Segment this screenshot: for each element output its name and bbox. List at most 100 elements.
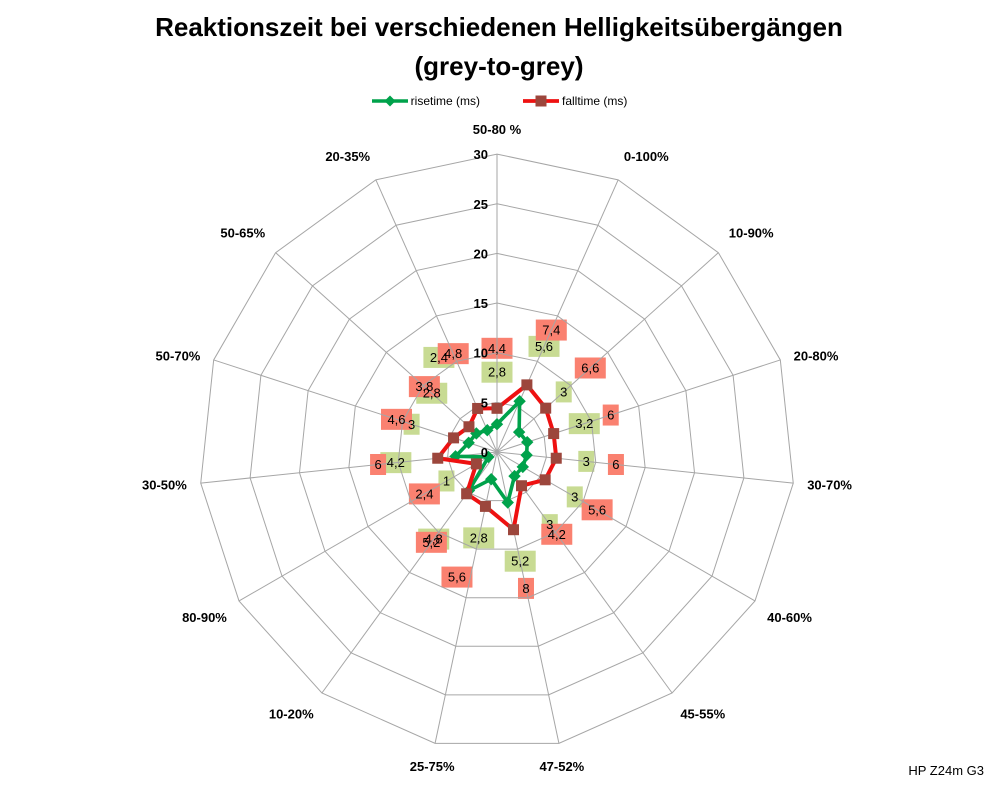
- legend-item-falltime: falltime (ms): [522, 94, 627, 108]
- falltime-line: [435, 382, 559, 532]
- falltime-marker: [516, 480, 528, 492]
- grid-spoke: [275, 252, 498, 453]
- data-label-risetime: 5,2: [511, 554, 529, 569]
- falltime-marker: [539, 474, 551, 486]
- grid-ring: [298, 252, 696, 647]
- risetime-line: [453, 399, 530, 505]
- chart-title: Reaktionszeit bei verschiedenen Helligke…: [0, 8, 998, 86]
- category-label-11: 30-50%: [142, 478, 187, 493]
- legend-label-falltime: falltime (ms): [561, 94, 628, 108]
- data-label-box-falltime: [441, 566, 473, 588]
- category-label-5: 40-60%: [767, 610, 812, 625]
- axis-tick-label: 10: [474, 346, 488, 361]
- category-label-14: 20-35%: [325, 149, 370, 164]
- risetime-marker: [508, 469, 521, 483]
- falltime-marker: [508, 524, 520, 536]
- falltime-marker: [548, 428, 560, 440]
- category-label-7: 47-52%: [539, 759, 584, 774]
- grid-ring: [200, 153, 794, 744]
- falltime-marker: [470, 458, 482, 470]
- data-label-risetime: 2,4: [430, 350, 448, 365]
- grid-ring: [249, 203, 745, 696]
- data-label-falltime: 4,2: [548, 527, 566, 542]
- axis-tick-label: 15: [474, 296, 488, 311]
- falltime-marker: [432, 452, 444, 464]
- grid-spoke: [496, 359, 781, 453]
- falltime-marker: [550, 452, 562, 464]
- data-label-falltime: 6,6: [581, 360, 599, 375]
- axis-tick-label: 5: [481, 395, 488, 410]
- falltime-legend-marker-icon: [522, 95, 559, 107]
- grid-spoke: [434, 451, 498, 744]
- category-label-3: 20-80%: [794, 349, 839, 364]
- falltime-marker: [491, 402, 503, 414]
- risetime-marker: [512, 425, 526, 439]
- legend-item-risetime: risetime (ms): [371, 94, 480, 108]
- risetime-marker: [501, 496, 514, 509]
- chart-title-line1: Reaktionszeit bei verschiedenen Helligke…: [155, 12, 843, 42]
- category-label-8: 25-75%: [410, 759, 455, 774]
- data-label-falltime: 5,2: [422, 535, 440, 550]
- data-label-falltime: 2,4: [415, 486, 433, 501]
- data-label-risetime: 3: [546, 517, 553, 532]
- device-label: HP Z24m G3: [908, 763, 984, 778]
- data-label-falltime: 6: [612, 457, 619, 472]
- data-label-risetime: 3,2: [575, 416, 593, 431]
- risetime-marker: [485, 472, 498, 486]
- data-label-falltime: 7,4: [542, 323, 560, 338]
- category-label-0: 50-80 %: [473, 122, 522, 137]
- category-label-13: 50-65%: [220, 225, 265, 240]
- falltime-marker: [461, 488, 473, 500]
- risetime-marker: [462, 436, 475, 449]
- category-label-1: 0-100%: [624, 149, 669, 164]
- data-label-falltime: 8: [522, 581, 529, 596]
- grid-spoke: [496, 252, 719, 453]
- axis-tick-label: 30: [474, 147, 488, 162]
- legend-label-risetime: risetime (ms): [410, 94, 480, 108]
- data-label-falltime: 3,8: [415, 379, 433, 394]
- data-label-falltime: 4,6: [387, 412, 405, 427]
- data-label-risetime: 4,8: [425, 532, 443, 547]
- risetime-marker: [520, 448, 533, 462]
- category-label-6: 45-55%: [680, 706, 725, 721]
- category-label-10: 80-90%: [182, 610, 227, 625]
- data-label-risetime: 3: [560, 384, 567, 399]
- falltime-marker: [448, 432, 460, 444]
- risetime-marker: [481, 424, 494, 437]
- category-label-4: 30-70%: [807, 478, 852, 493]
- axis-tick-label: 25: [474, 197, 488, 212]
- data-label-falltime: 4,8: [444, 346, 462, 361]
- axis-tick-label: 0: [481, 445, 488, 460]
- grid-spoke: [496, 451, 756, 602]
- data-label-risetime: 5,6: [535, 339, 553, 354]
- grid-ring: [447, 401, 547, 502]
- data-label-falltime: 6: [607, 408, 614, 423]
- risetime-legend-marker-icon: [371, 95, 408, 107]
- falltime-marker: [540, 402, 552, 414]
- risetime-marker: [521, 435, 534, 449]
- category-label-9: 10-20%: [269, 706, 314, 721]
- falltime-marker: [521, 379, 533, 391]
- grid-spoke: [496, 451, 673, 694]
- grid-spoke: [200, 451, 498, 484]
- data-label-risetime: 3: [408, 417, 415, 432]
- risetime-marker: [490, 417, 504, 431]
- data-label-risetime: 2,8: [470, 530, 488, 545]
- falltime-marker: [472, 402, 484, 414]
- data-label-falltime: 6: [374, 457, 381, 472]
- data-label-risetime: 1: [443, 473, 450, 488]
- category-label-2: 10-90%: [729, 225, 774, 240]
- grid-ring: [348, 302, 646, 599]
- falltime-marker: [479, 500, 491, 512]
- risetime-marker: [482, 450, 495, 464]
- data-label-risetime: 3: [571, 489, 578, 504]
- data-label-falltime: 5,6: [448, 570, 466, 585]
- chart-title-line2: (grey-to-grey): [414, 51, 584, 81]
- data-label-risetime: 4,2: [387, 455, 405, 470]
- risetime-marker: [516, 460, 529, 474]
- falltime-marker: [463, 421, 475, 433]
- risetime-marker: [513, 394, 526, 408]
- data-label-falltime: 5,6: [588, 502, 606, 517]
